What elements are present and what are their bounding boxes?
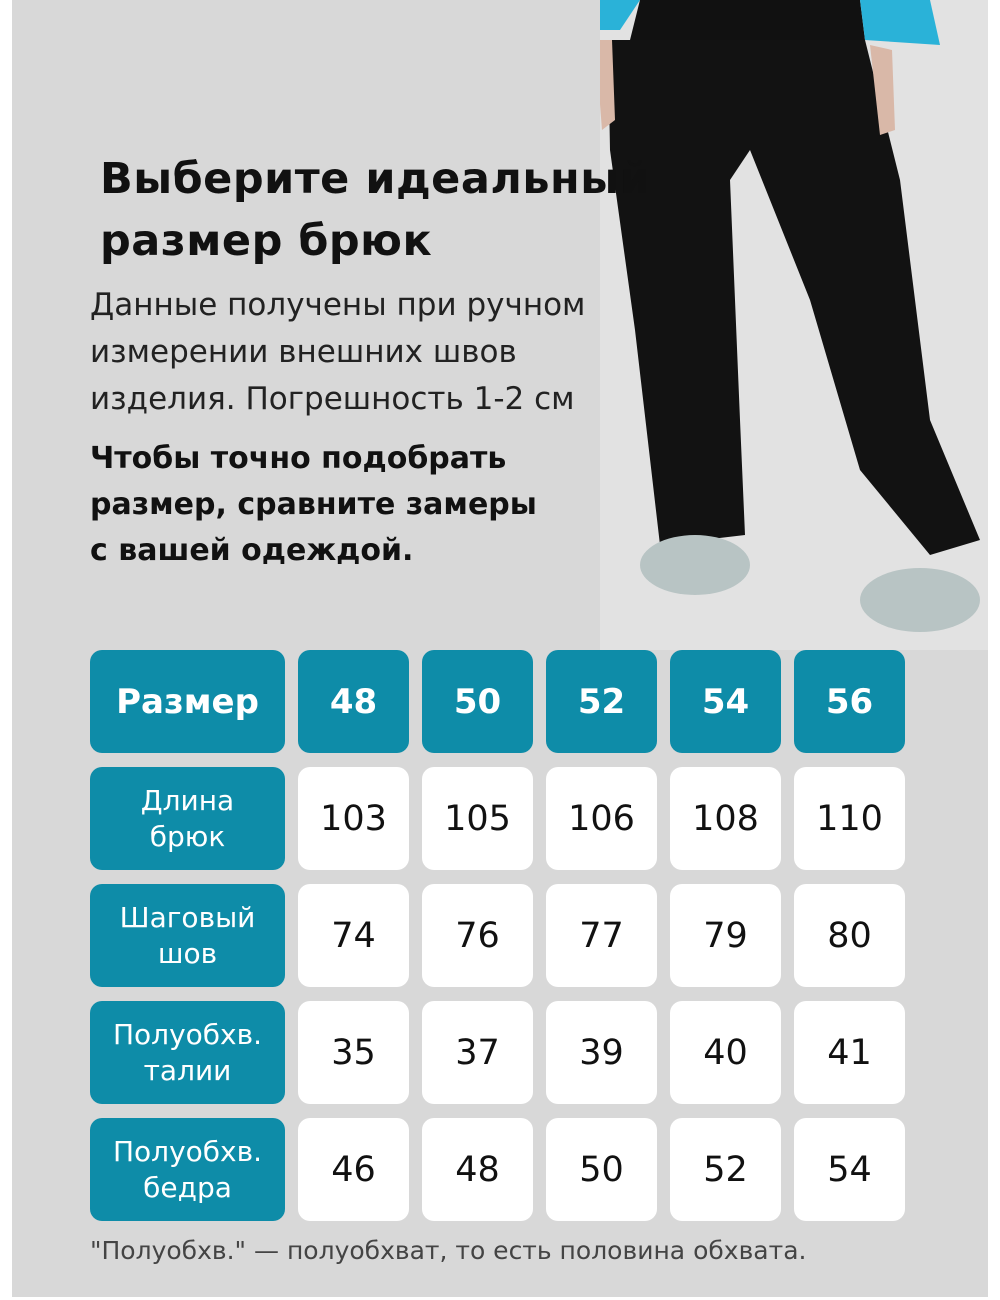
row-label-line: талии xyxy=(143,1053,232,1087)
table-cell: 108 xyxy=(670,767,781,870)
table-cell: 105 xyxy=(422,767,533,870)
measurement-note: Данные получены при ручном измерении вне… xyxy=(90,282,585,423)
comparison-tip: Чтобы точно подобрать размер, сравните з… xyxy=(90,436,537,574)
header-size-label: Размер xyxy=(90,650,285,753)
row-label: Полуобхв. бедра xyxy=(90,1118,285,1221)
row-label-line: бедра xyxy=(143,1170,232,1204)
footnote: "Полуобхв." — полуобхват, то есть полови… xyxy=(90,1236,807,1265)
page-title: Выберите идеальный размер брюк xyxy=(100,148,650,272)
table-cell: 52 xyxy=(670,1118,781,1221)
table-cell: 79 xyxy=(670,884,781,987)
row-label-line: Шаговый xyxy=(119,900,256,934)
subtitle-line: Данные получены при ручном xyxy=(90,287,586,323)
row-label: Шаговый шов xyxy=(90,884,285,987)
row-label-line: Длина xyxy=(140,783,235,817)
row-label: Полуобхв. талии xyxy=(90,1001,285,1104)
table-cell: 35 xyxy=(298,1001,409,1104)
title-line: размер брюк xyxy=(100,216,433,266)
row-label-line: Полуобхв. xyxy=(112,1134,263,1168)
table-cell: 37 xyxy=(422,1001,533,1104)
table-cell: 39 xyxy=(546,1001,657,1104)
row-label-text: Полуобхв. бедра xyxy=(113,1134,262,1206)
header-size-54: 54 xyxy=(670,650,781,753)
row-label-text: Шаговый шов xyxy=(120,900,256,972)
subtitle-line: изделия. Погрешность 1-2 см xyxy=(90,381,575,417)
header-size-52: 52 xyxy=(546,650,657,753)
row-label-line: шов xyxy=(157,936,218,970)
row-label: Длина брюк xyxy=(90,767,285,870)
table-cell: 76 xyxy=(422,884,533,987)
title-line: Выберите идеальный xyxy=(100,154,651,204)
table-cell: 48 xyxy=(422,1118,533,1221)
table-cell: 46 xyxy=(298,1118,409,1221)
table-cell: 77 xyxy=(546,884,657,987)
table-cell: 74 xyxy=(298,884,409,987)
product-photo-pants xyxy=(600,0,988,650)
table-cell: 54 xyxy=(794,1118,905,1221)
header-size-50: 50 xyxy=(422,650,533,753)
row-label-line: Полуобхв. xyxy=(112,1017,263,1051)
table-cell: 110 xyxy=(794,767,905,870)
row-label-text: Полуобхв. талии xyxy=(113,1017,262,1089)
table-cell: 80 xyxy=(794,884,905,987)
tip-line: размер, сравните замеры xyxy=(90,487,537,522)
row-label-text: Длина брюк xyxy=(141,783,234,855)
subtitle-line: измерении внешних швов xyxy=(90,334,517,370)
tip-line: с вашей одеждой. xyxy=(90,533,414,568)
table-cell: 50 xyxy=(546,1118,657,1221)
table-cell: 40 xyxy=(670,1001,781,1104)
header-size-56: 56 xyxy=(794,650,905,753)
table-cell: 41 xyxy=(794,1001,905,1104)
table-cell: 106 xyxy=(546,767,657,870)
header-size-48: 48 xyxy=(298,650,409,753)
tip-line: Чтобы точно подобрать xyxy=(90,441,507,476)
row-label-line: брюк xyxy=(149,819,226,853)
table-cell: 103 xyxy=(298,767,409,870)
